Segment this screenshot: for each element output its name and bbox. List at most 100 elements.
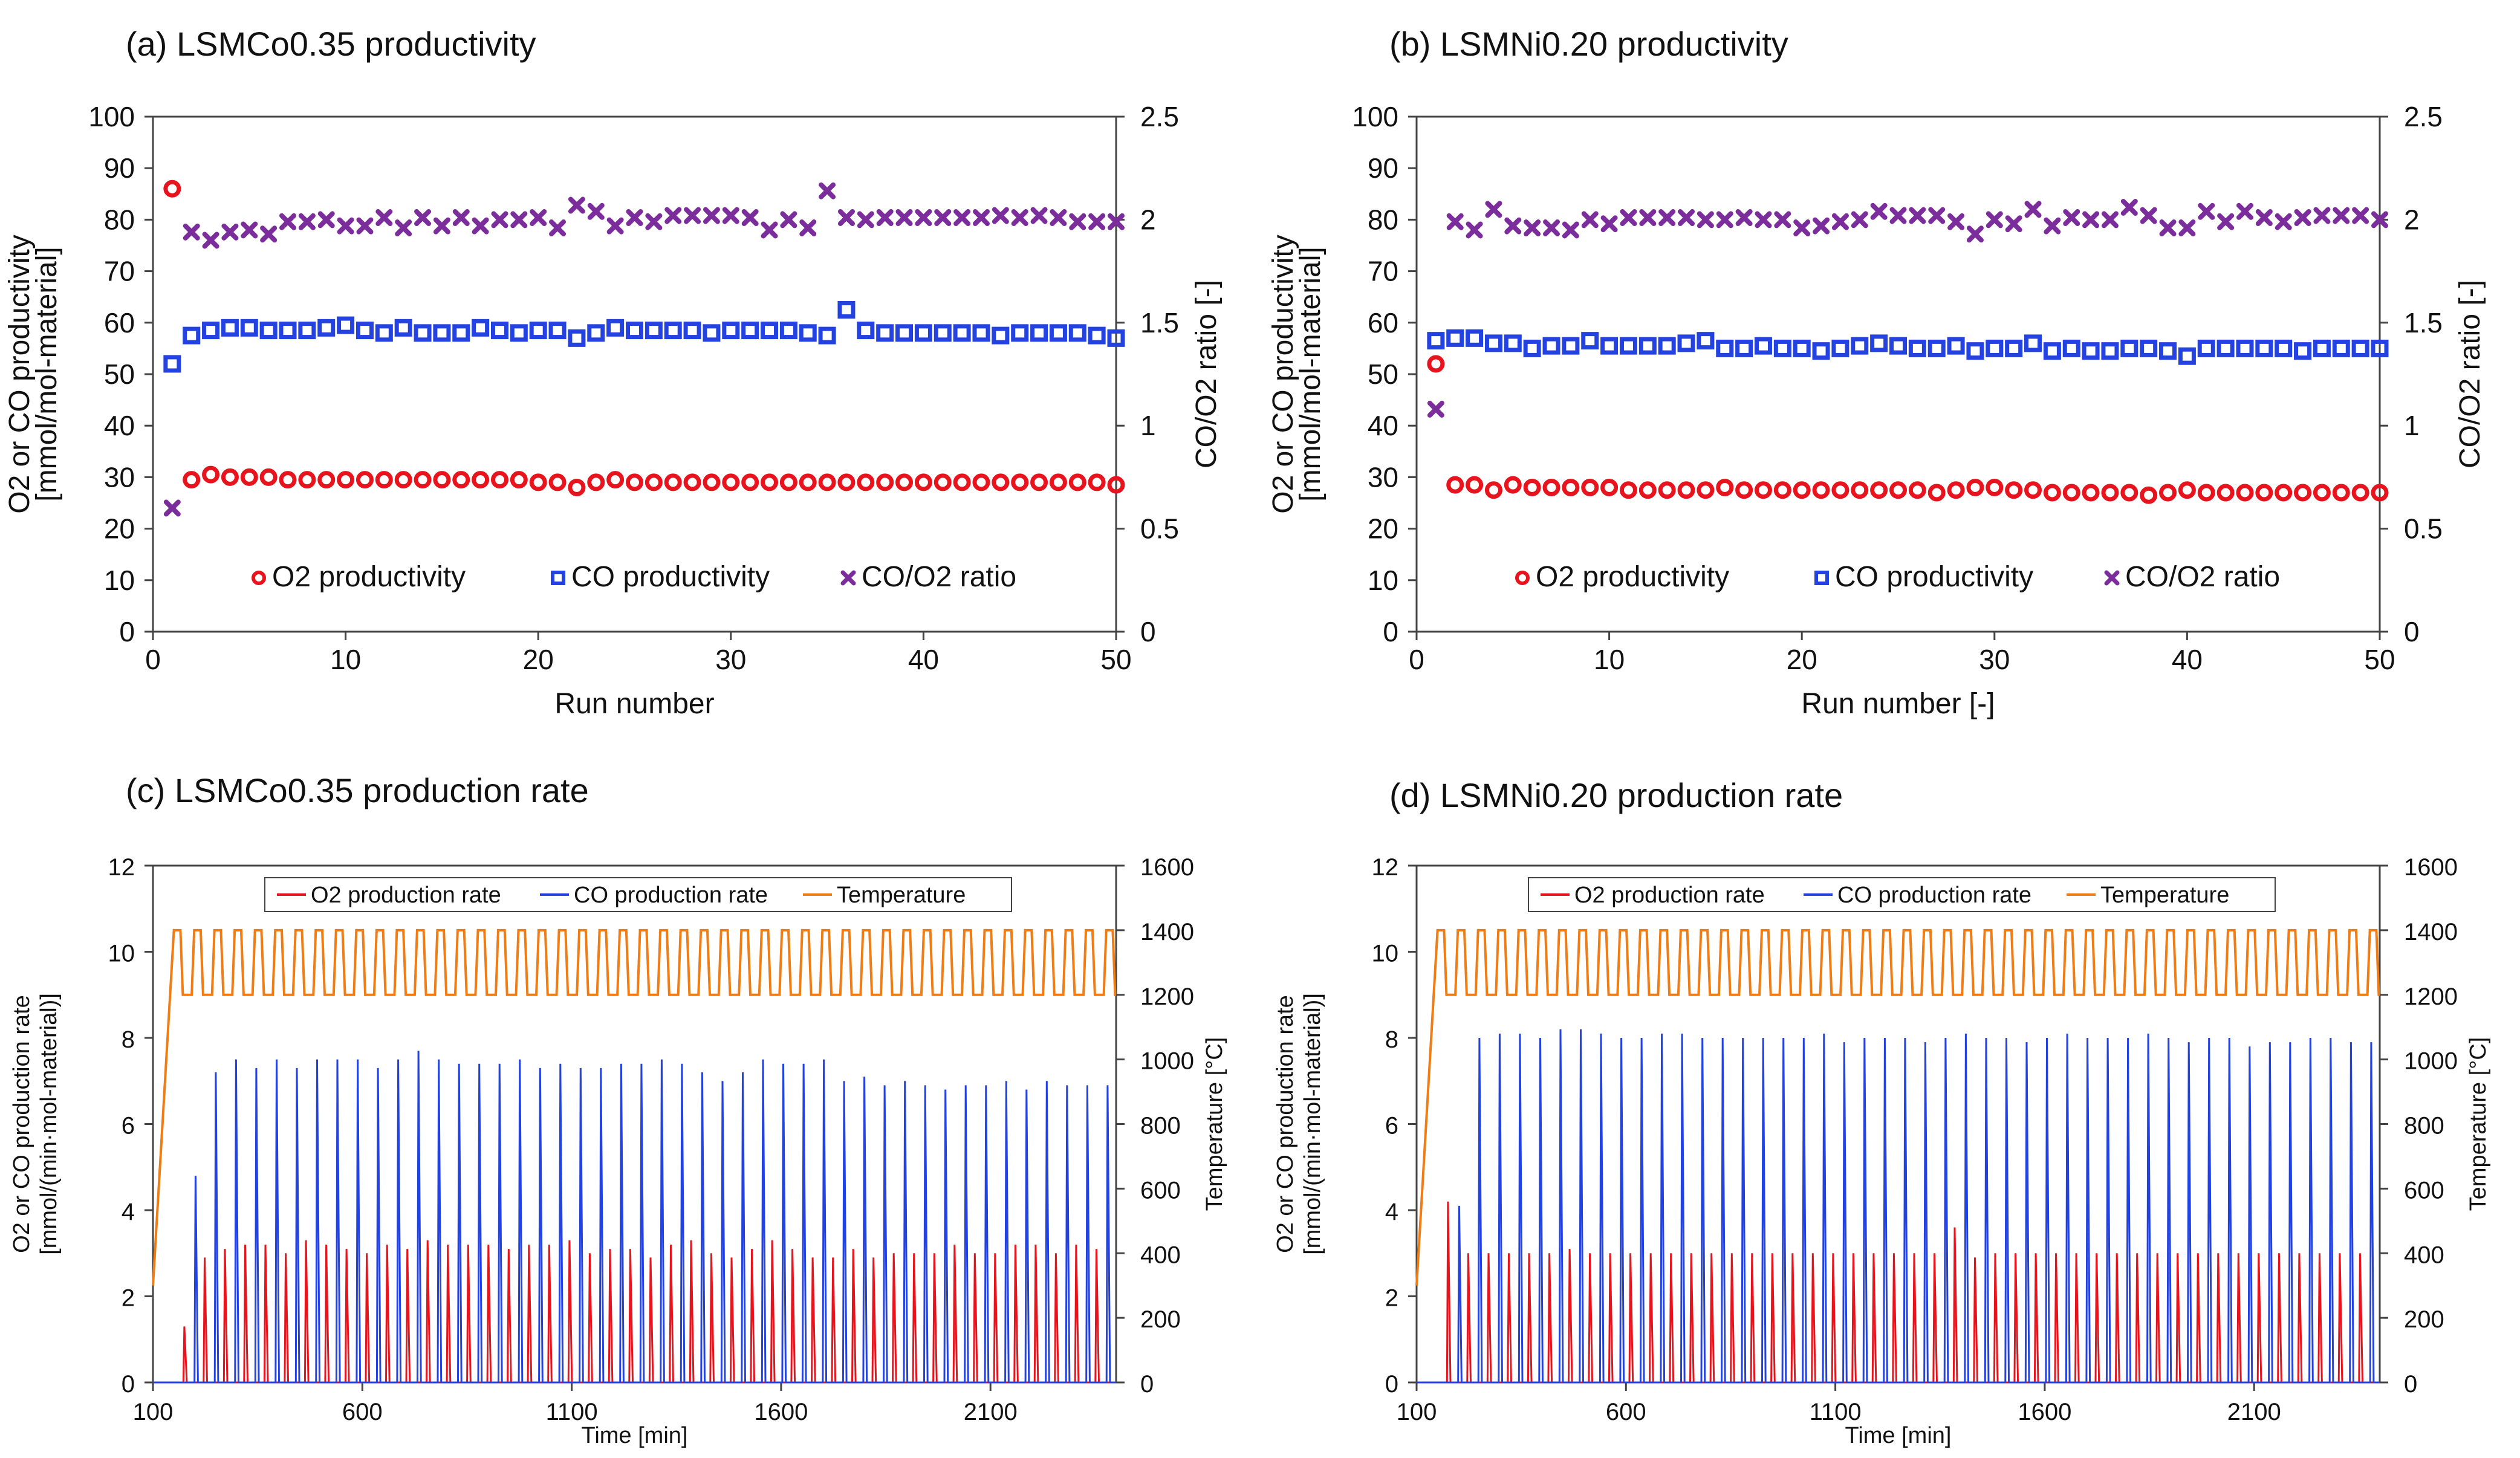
data-point <box>606 319 625 337</box>
data-point <box>472 319 490 337</box>
data-point <box>1658 337 1676 355</box>
data-point <box>664 473 682 491</box>
data-point <box>375 324 393 342</box>
y2-tick-label: 600 <box>1140 1177 1181 1204</box>
data-point <box>722 473 740 491</box>
y-tick-label: 90 <box>1368 152 1398 184</box>
data-point <box>683 473 701 491</box>
data-point <box>1870 334 1888 352</box>
data-point <box>857 473 875 491</box>
data-point <box>1812 481 1830 499</box>
data-point <box>1581 211 1599 228</box>
legend-marker <box>2104 570 2120 586</box>
y-axis-label-line2: [mmol/(min·mol-material)] <box>1300 993 1325 1255</box>
data-point <box>1562 221 1579 239</box>
data-point <box>279 322 297 340</box>
data-point <box>317 319 336 337</box>
data-point <box>2371 484 2389 502</box>
x-tick-label: 50 <box>1100 644 1131 675</box>
data-point <box>1966 225 1984 243</box>
y-tick-label: 20 <box>104 513 135 545</box>
data-point <box>298 213 316 230</box>
series-o2-productivity <box>163 180 1125 496</box>
data-point <box>1638 337 1657 355</box>
data-point <box>1600 478 1619 496</box>
data-point <box>1543 219 1560 237</box>
data-point <box>2216 484 2235 502</box>
data-point <box>837 473 856 491</box>
x-tick-label: 40 <box>2172 644 2203 675</box>
x-axis-label: Run number [-] <box>1801 688 1995 720</box>
y-tick-label: 10 <box>1368 565 1398 596</box>
legend-label: Temperature <box>2100 883 2229 908</box>
data-point <box>2005 339 2023 357</box>
data-point <box>1755 211 1772 228</box>
data-point <box>780 211 797 228</box>
temperature-line <box>1415 928 2380 1286</box>
legend-marker <box>1814 571 1829 585</box>
data-point <box>2062 484 2080 502</box>
data-point <box>741 473 759 491</box>
x-tick-label: 30 <box>715 644 746 675</box>
data-point <box>183 471 201 489</box>
data-point <box>183 326 201 345</box>
y2-tick-label: 1.5 <box>1140 307 1179 339</box>
data-point <box>1011 324 1029 342</box>
data-point <box>799 473 817 491</box>
data-point <box>818 326 836 345</box>
x-tick-label: 1100 <box>1810 1399 1862 1425</box>
data-point <box>703 207 720 224</box>
data-point <box>1813 217 1830 235</box>
data-point <box>934 324 952 342</box>
y-tick-label: 40 <box>104 410 135 441</box>
data-point <box>356 322 374 340</box>
data-point <box>1427 355 1445 373</box>
data-point <box>259 468 278 486</box>
y-tick-label: 10 <box>1372 941 1399 967</box>
data-point <box>722 322 740 340</box>
y2-tick-label: 0 <box>1140 616 1156 647</box>
data-point <box>2140 339 2158 357</box>
data-point <box>1831 481 1849 499</box>
data-point <box>510 211 528 228</box>
data-point <box>549 219 567 237</box>
data-point <box>1870 202 1888 220</box>
series-o2-productivity <box>1427 355 2389 504</box>
data-point <box>1851 481 1869 499</box>
y-axis-label-line2: [mmol/mol-material] <box>1294 247 1327 501</box>
data-point <box>1620 209 1637 226</box>
data-point <box>2275 339 2293 357</box>
legend-label: CO productivity <box>571 561 770 593</box>
legend-marker <box>252 571 266 585</box>
data-point <box>1928 207 1946 224</box>
data-point <box>1466 329 1484 347</box>
data-point <box>2140 486 2158 504</box>
data-point <box>2062 339 2080 357</box>
data-point <box>1542 478 1560 496</box>
chart-title: (a) LSMCo0.35 productivity <box>126 25 536 63</box>
data-point <box>2275 484 2293 502</box>
y2-tick-label: 0 <box>2404 1371 2417 1398</box>
data-point <box>645 473 663 491</box>
data-point <box>934 473 952 491</box>
data-point <box>2351 484 2369 502</box>
y-axis-label-line1: O2 or CO production rate <box>1273 995 1298 1253</box>
y-tick-label: 80 <box>1368 204 1398 235</box>
y-tick-label: 50 <box>104 358 135 390</box>
y-tick-label: 6 <box>122 1113 135 1139</box>
data-point <box>2044 217 2061 235</box>
y2-tick-label: 1000 <box>2404 1048 2458 1075</box>
legend-marker <box>1515 571 1530 585</box>
data-point <box>1030 473 1048 491</box>
data-point <box>799 219 817 237</box>
data-point <box>240 319 258 337</box>
y2-axis-label: Temperature [°C] <box>2466 1037 2491 1211</box>
data-point <box>1600 215 1618 233</box>
data-point <box>1889 207 1907 224</box>
data-point <box>337 316 355 334</box>
data-point <box>2005 215 2022 233</box>
data-point <box>645 322 663 340</box>
legend-label: O2 productivity <box>1536 561 1729 593</box>
y-axis-label-line2: [mmol/(min·mol-material)] <box>36 993 62 1255</box>
data-point <box>548 473 567 491</box>
